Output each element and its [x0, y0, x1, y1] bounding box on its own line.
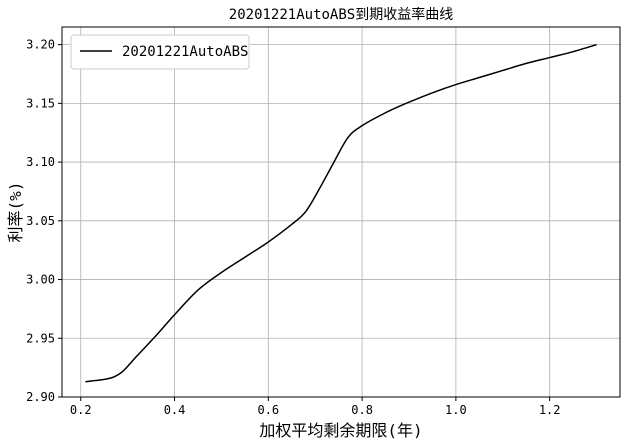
x-tick-label: 0.8 — [351, 403, 373, 417]
y-tick-label: 2.95 — [26, 331, 55, 345]
x-tick-label: 0.4 — [164, 403, 186, 417]
y-tick-label: 3.05 — [26, 214, 55, 228]
series-line — [85, 43, 597, 383]
axis-ticks: 0.2 0.4 0.6 0.8 1.0 1.2 2.90 2.95 3.00 3.05 3.10 3.… — [26, 38, 560, 417]
y-axis-label: 利率(%) — [6, 182, 25, 243]
x-tick-label: 1.2 — [539, 403, 561, 417]
legend-box — [70, 34, 250, 70]
plot-frame — [61, 26, 621, 398]
legend: 20201221AutoABS — [70, 34, 250, 70]
y-tick-label: 3.10 — [26, 155, 55, 169]
y-tick-label: 2.90 — [26, 390, 55, 404]
y-tick-label: 3.00 — [26, 273, 55, 287]
y-tick-label: 3.15 — [26, 96, 55, 110]
x-tick-label: 1.0 — [445, 403, 467, 417]
series-lines — [85, 43, 597, 383]
x-axis-label: 加权平均剩余期限(年) — [259, 421, 422, 440]
x-tick-label: 0.2 — [70, 403, 92, 417]
grid — [62, 27, 620, 398]
chart-title: 20201221AutoABS到期收益率曲线 — [229, 6, 453, 23]
legend-label: 20201221AutoABS — [122, 44, 248, 60]
x-tick-label: 0.6 — [257, 403, 279, 417]
y-tick-label: 3.20 — [26, 38, 55, 52]
